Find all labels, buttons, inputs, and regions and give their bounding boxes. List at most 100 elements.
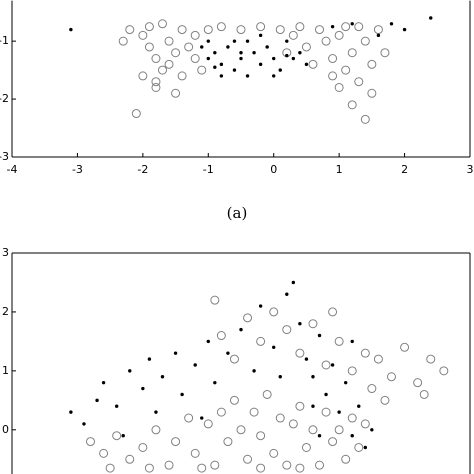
dot <box>252 51 256 55</box>
open-circle <box>367 88 377 98</box>
dot <box>239 51 243 55</box>
open-circle <box>315 460 325 470</box>
open-circle <box>151 425 161 435</box>
open-circle <box>262 389 272 399</box>
dot <box>363 445 368 450</box>
dot <box>141 386 145 391</box>
y-tick-label: -1 <box>0 34 9 47</box>
dot <box>278 68 282 72</box>
x-tick-label: -2 <box>137 163 148 176</box>
open-circle <box>190 30 200 40</box>
dot <box>154 410 158 414</box>
open-circle <box>439 366 449 376</box>
open-circle <box>184 413 194 423</box>
open-circle <box>347 48 357 58</box>
open-circle <box>229 395 239 405</box>
open-circle <box>321 360 331 370</box>
open-circle <box>151 77 161 87</box>
open-circle <box>190 54 200 64</box>
open-circle <box>295 348 305 358</box>
open-circle <box>354 77 364 87</box>
dot <box>298 322 302 326</box>
dot <box>324 392 328 397</box>
open-circle <box>229 354 239 364</box>
dot <box>350 339 354 344</box>
open-circle <box>282 325 292 335</box>
dot <box>285 39 289 43</box>
open-circle <box>301 42 311 52</box>
open-circle <box>171 48 181 58</box>
open-circle <box>301 442 311 452</box>
dot <box>245 39 250 43</box>
open-circle <box>341 65 351 75</box>
dot <box>147 357 152 361</box>
open-circle <box>347 413 357 423</box>
open-circle <box>177 71 187 81</box>
open-circle <box>223 437 233 447</box>
open-circle <box>144 463 154 473</box>
dot <box>180 392 184 397</box>
open-circle <box>144 22 154 32</box>
open-circle <box>419 389 429 399</box>
x-tick-label: 2 <box>401 163 408 176</box>
dot <box>285 53 289 58</box>
dot <box>402 27 407 32</box>
dot <box>69 27 73 32</box>
open-circle <box>386 372 396 382</box>
y-tick-label: -2 <box>0 92 9 105</box>
dot <box>258 304 263 308</box>
open-circle <box>295 401 305 411</box>
x-tick-label: 3 <box>467 163 474 176</box>
dot <box>114 404 119 408</box>
open-circle <box>171 88 181 98</box>
dot <box>291 280 296 285</box>
dot <box>82 422 86 426</box>
dot <box>200 45 204 49</box>
open-circle <box>197 65 207 75</box>
open-circle <box>360 419 370 429</box>
open-circle <box>426 354 436 364</box>
open-circle <box>190 448 200 458</box>
dot <box>330 24 335 29</box>
open-circle <box>360 348 370 358</box>
dot <box>357 404 361 408</box>
dot <box>213 380 217 385</box>
open-circle <box>354 442 364 452</box>
dot <box>95 398 99 403</box>
dot <box>69 410 73 414</box>
open-circle <box>269 307 279 317</box>
dot <box>350 22 354 26</box>
dot <box>232 39 237 43</box>
dot <box>272 345 276 349</box>
open-circle <box>144 42 154 52</box>
open-circle <box>328 307 338 317</box>
dot <box>219 62 224 67</box>
open-circle <box>216 22 226 32</box>
caption: (a) <box>227 204 248 222</box>
open-circle <box>288 419 298 429</box>
dot <box>121 433 125 438</box>
open-circle <box>288 30 298 40</box>
x-tick-label: 1 <box>336 163 343 176</box>
dot <box>376 33 381 38</box>
dot <box>272 74 276 78</box>
open-circle <box>308 59 318 69</box>
dot <box>160 375 165 379</box>
open-circle <box>295 463 305 473</box>
dot <box>285 292 289 296</box>
open-circle <box>308 425 318 435</box>
dot <box>252 369 256 373</box>
dot <box>311 404 315 408</box>
open-circle <box>380 395 390 405</box>
open-circle <box>105 463 115 473</box>
dot <box>206 39 210 43</box>
open-circle <box>164 59 174 69</box>
open-circle <box>216 331 226 341</box>
open-circle <box>360 36 370 46</box>
open-circle <box>347 100 357 110</box>
open-circle <box>151 54 161 64</box>
open-circle <box>321 36 331 46</box>
dot <box>258 62 263 67</box>
open-circle <box>131 109 141 119</box>
